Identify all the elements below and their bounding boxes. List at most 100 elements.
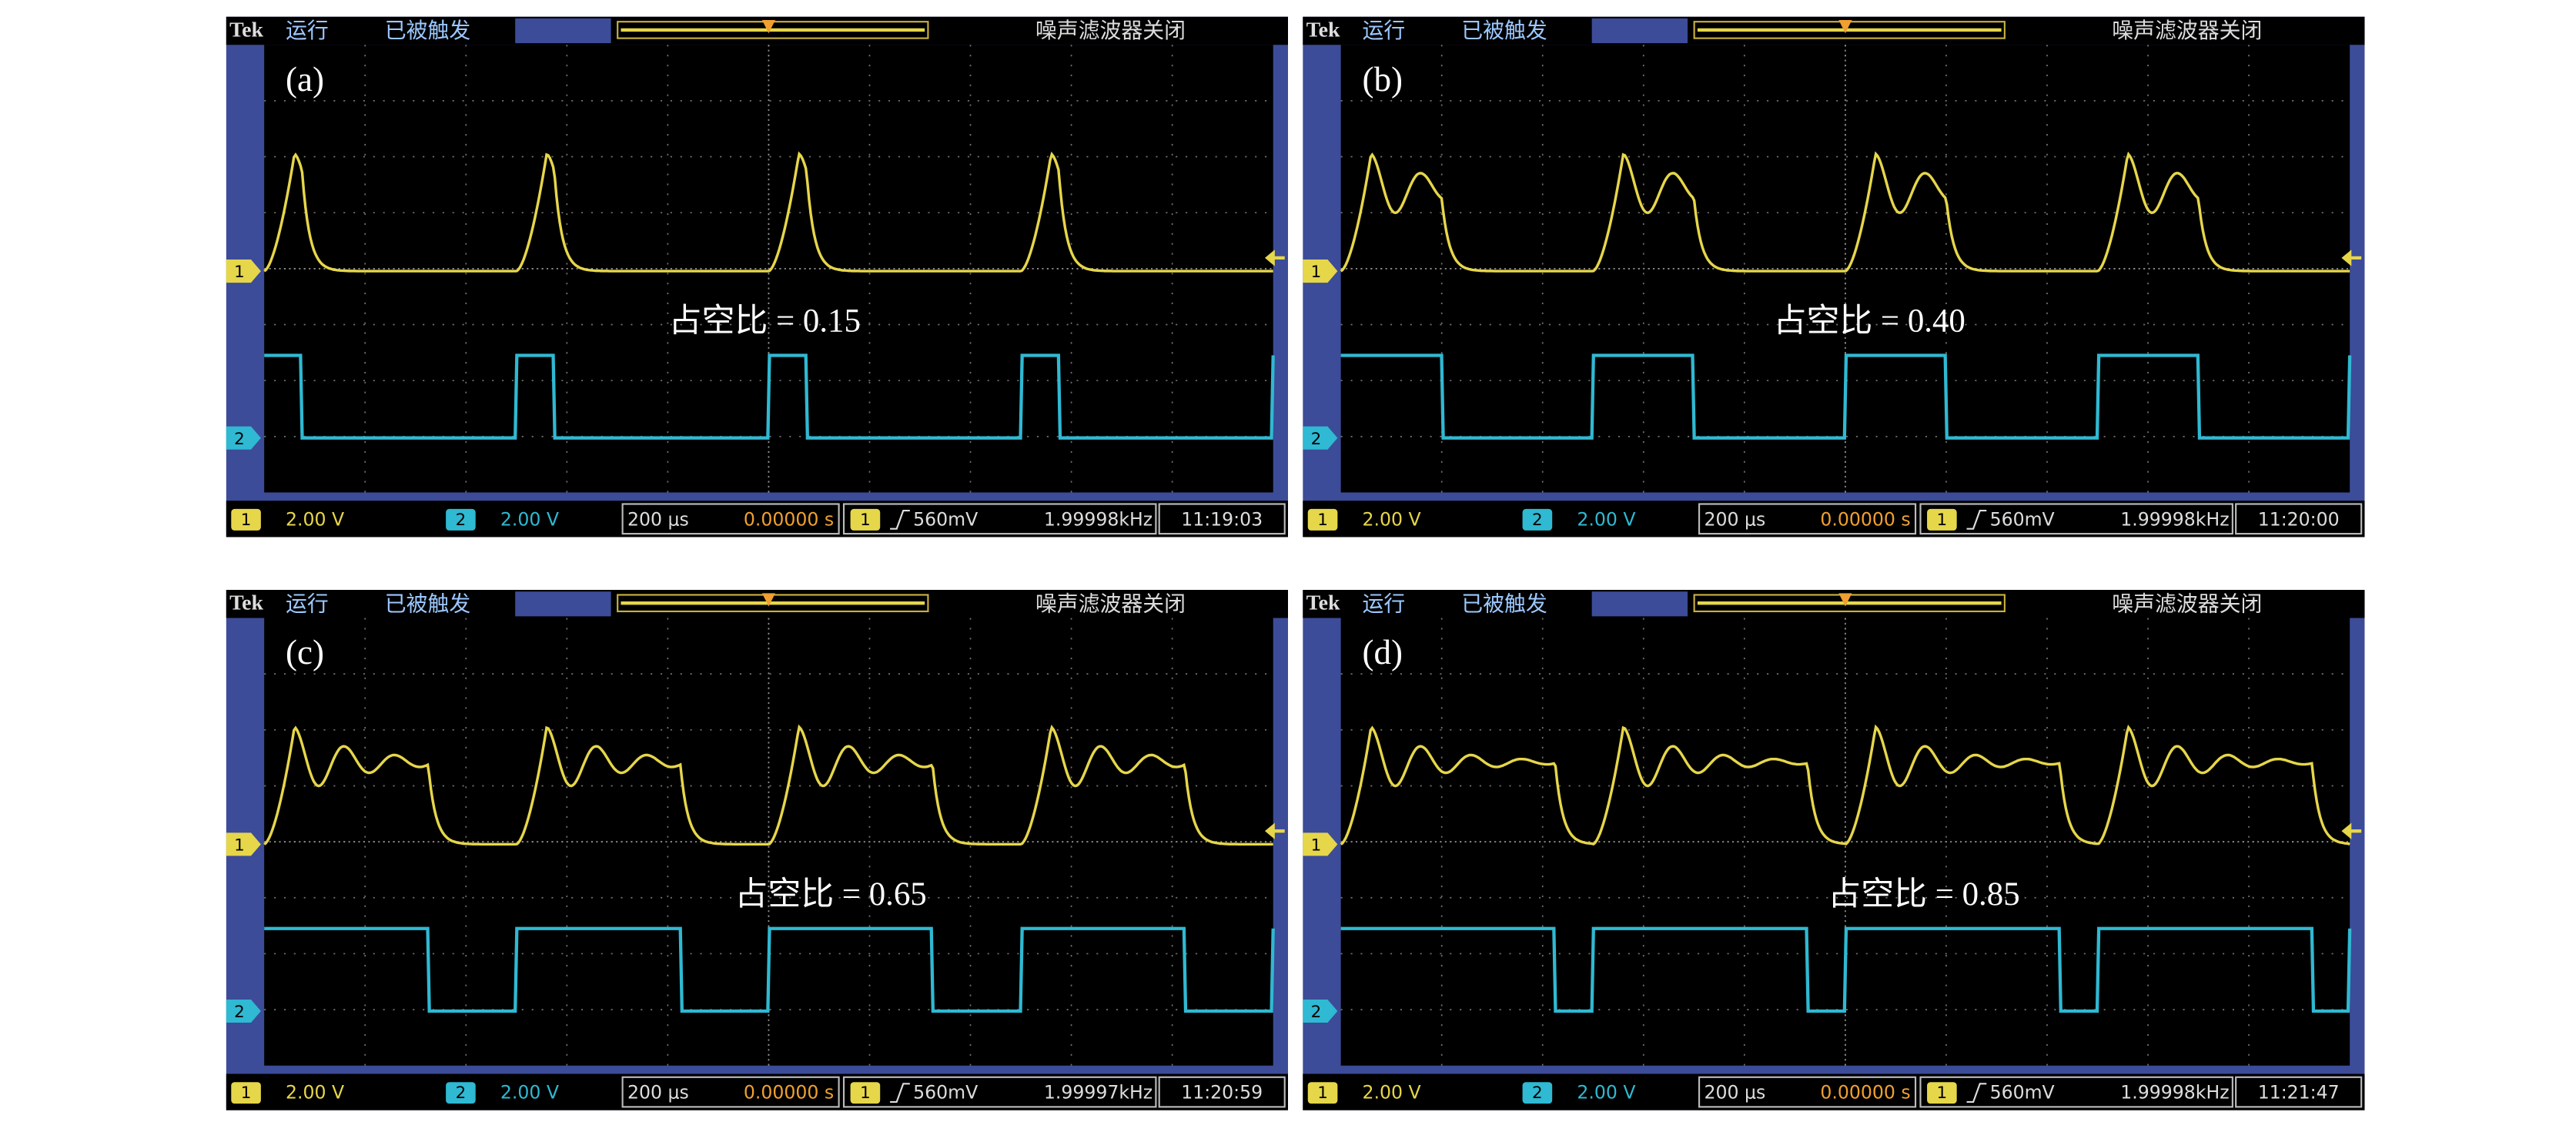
noise-filter: 噪声滤波器关闭 bbox=[1035, 18, 1186, 43]
horizontal-box bbox=[621, 503, 840, 535]
edge-symbol bbox=[1966, 510, 1987, 530]
run-state: 运行 bbox=[286, 591, 329, 616]
channel-number: 2 bbox=[1532, 511, 1543, 530]
channel-badge bbox=[446, 1082, 476, 1104]
channel-number: 2 bbox=[456, 511, 467, 530]
brand: Tek bbox=[1306, 18, 1340, 42]
channel-number: 1 bbox=[1317, 1083, 1328, 1103]
panel-label: (d) bbox=[1363, 633, 1403, 672]
frequency: 1.99998kHz bbox=[2120, 508, 2229, 530]
ch2-marker: 2 bbox=[1311, 430, 1322, 449]
ch1-marker-shape bbox=[226, 832, 261, 856]
channel-badge bbox=[1522, 508, 1553, 531]
channel-number: 2 bbox=[1532, 1083, 1543, 1103]
clock-box bbox=[2235, 1076, 2363, 1108]
panel-label: (a) bbox=[286, 60, 324, 99]
position: 0.00000 s bbox=[1820, 1082, 1910, 1104]
trigger-box bbox=[842, 1076, 1157, 1108]
top-bar-blue bbox=[1591, 591, 1688, 617]
duty-annotation: 占空比 = 0.85 bbox=[1828, 876, 2019, 913]
channel-badge bbox=[850, 1082, 881, 1104]
channel-badge bbox=[231, 508, 261, 531]
noise-filter: 噪声滤波器关闭 bbox=[1035, 591, 1186, 616]
trigger-level-arrow bbox=[2341, 250, 2362, 266]
ch1-scale: 2.00 V bbox=[1363, 1082, 1421, 1104]
edge-symbol bbox=[890, 510, 910, 530]
frequency: 1.99997kHz bbox=[1044, 1082, 1153, 1104]
clock: 11:20:59 bbox=[1181, 1082, 1263, 1104]
timebase: 200 μs bbox=[627, 1082, 689, 1104]
top-bar-blue bbox=[1591, 18, 1688, 44]
trigger-level: 560mV bbox=[913, 508, 978, 530]
timebase: 200 μs bbox=[1705, 1082, 1766, 1104]
timebase: 200 μs bbox=[1705, 508, 1766, 530]
clock: 11:19:03 bbox=[1181, 508, 1263, 530]
channel-badge bbox=[1927, 1082, 1957, 1104]
trigger-status: 已被触发 bbox=[385, 18, 471, 43]
ch2-trace bbox=[264, 353, 1275, 440]
clock-box bbox=[2235, 503, 2363, 535]
trigger-box bbox=[842, 503, 1157, 535]
ch2-trace bbox=[264, 926, 1275, 1013]
ch1-scale: 2.00 V bbox=[286, 508, 344, 530]
panel-label: (c) bbox=[286, 633, 324, 672]
channel-badge bbox=[1522, 1082, 1553, 1104]
frequency: 1.99998kHz bbox=[1044, 508, 1153, 530]
ch1-marker: 1 bbox=[234, 836, 245, 855]
top-bar-blue bbox=[515, 591, 611, 617]
brand: Tek bbox=[229, 591, 263, 615]
channel-badge bbox=[1307, 1082, 1338, 1104]
run-state: 运行 bbox=[1363, 18, 1406, 43]
trigger-level-arrow bbox=[1264, 250, 1285, 266]
scope-panel: Tek 运行 已被触发 噪声滤波器关闭 1 2 (a) 占空比 = 0.15 1 2.00 V 2 2… bbox=[226, 16, 1289, 538]
ch2-marker: 2 bbox=[234, 430, 245, 449]
horizontal-box bbox=[1698, 1076, 1917, 1108]
channel-badge bbox=[1927, 508, 1957, 531]
ch2-marker-shape bbox=[1303, 426, 1338, 450]
ch1-marker: 1 bbox=[1311, 263, 1322, 282]
ch1-trace bbox=[263, 724, 1273, 846]
position: 0.00000 s bbox=[1820, 508, 1910, 530]
noise-filter: 噪声滤波器关闭 bbox=[2112, 591, 2262, 616]
timebase: 200 μs bbox=[627, 508, 689, 530]
channel-number: 1 bbox=[241, 511, 252, 530]
trigger-level: 560mV bbox=[1990, 508, 2055, 530]
brand: Tek bbox=[229, 18, 263, 42]
noise-filter: 噪声滤波器关闭 bbox=[2112, 18, 2262, 43]
ch2-scale: 2.00 V bbox=[500, 508, 559, 530]
ch1-scale: 2.00 V bbox=[1363, 508, 1421, 530]
position: 0.00000 s bbox=[744, 508, 834, 530]
frequency: 1.99998kHz bbox=[2120, 1082, 2229, 1104]
duty-annotation: 占空比 = 0.15 bbox=[669, 303, 861, 340]
channel-number: 1 bbox=[1937, 511, 1948, 530]
top-bar-blue bbox=[515, 18, 611, 44]
edge-symbol bbox=[890, 1083, 910, 1104]
duty-annotation: 占空比 = 0.40 bbox=[1774, 303, 1965, 340]
channel-number: 1 bbox=[1937, 1083, 1948, 1103]
bottom-bar bbox=[226, 501, 1289, 538]
ch2-marker: 2 bbox=[1311, 1003, 1322, 1022]
panel-label: (b) bbox=[1363, 60, 1403, 99]
edge-symbol bbox=[1966, 1083, 1987, 1104]
scope-panel: Tek 运行 已被触发 噪声滤波器关闭 1 2 (b) 占空比 = 0.40 1 2.00 V 2 2… bbox=[1303, 16, 2365, 538]
trigger-status: 已被触发 bbox=[385, 591, 471, 616]
trigger-level: 560mV bbox=[913, 1082, 978, 1104]
brand: Tek bbox=[1306, 591, 1340, 615]
channel-badge bbox=[1307, 508, 1338, 531]
ch1-trace bbox=[1340, 724, 2350, 846]
ch1-trace bbox=[1340, 151, 2350, 273]
clock-box bbox=[1158, 503, 1286, 535]
scope-panel: Tek 运行 已被触发 噪声滤波器关闭 1 2 (c) 占空比 = 0.65 1 2.00 V 2 2… bbox=[226, 590, 1289, 1110]
trigger-level: 560mV bbox=[1990, 1082, 2055, 1104]
trigger-box bbox=[1919, 1076, 2233, 1108]
scope-panel: Tek 运行 已被触发 噪声滤波器关闭 1 2 (d) 占空比 = 0.85 1 2.00 V 2 2… bbox=[1303, 590, 2365, 1110]
trigger-status: 已被触发 bbox=[1461, 18, 1547, 43]
channel-badge bbox=[446, 508, 476, 531]
ch2-scale: 2.00 V bbox=[1577, 508, 1635, 530]
ch2-marker: 2 bbox=[234, 1003, 245, 1022]
ch1-marker: 1 bbox=[234, 263, 245, 282]
ch2-trace bbox=[1340, 353, 2352, 440]
channel-number: 1 bbox=[860, 511, 871, 530]
clock: 11:20:00 bbox=[2258, 508, 2340, 530]
